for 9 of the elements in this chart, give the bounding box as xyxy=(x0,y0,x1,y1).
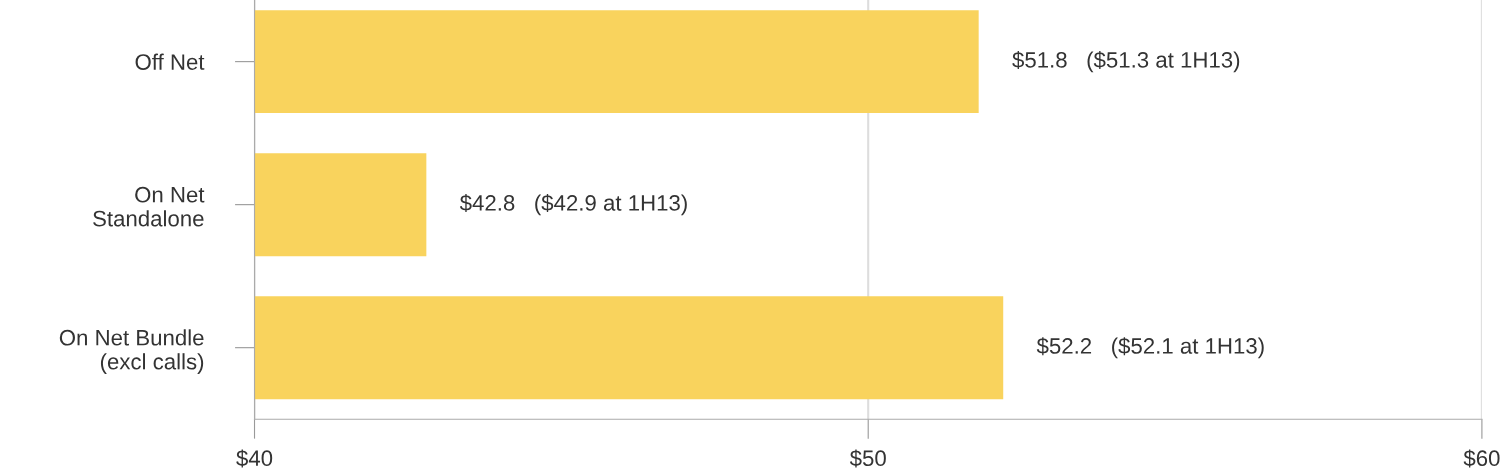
y-tick-label: Off Net xyxy=(135,53,205,70)
x-tick-label: $40 xyxy=(236,449,273,468)
y-tick-label: On Net Standalone xyxy=(93,186,205,227)
x-tick-label: $50 xyxy=(849,449,886,468)
data-label: $42.8 ($42.9 at 1H13) xyxy=(459,194,687,216)
data-label: $51.8 ($51.3 at 1H13) xyxy=(1012,51,1240,73)
x-tick-label: $60 xyxy=(1463,449,1500,468)
data-label: $52.2 ($52.1 at 1H13) xyxy=(1036,337,1264,359)
y-tick-label: On Net Bundle (excl calls) xyxy=(59,329,204,374)
